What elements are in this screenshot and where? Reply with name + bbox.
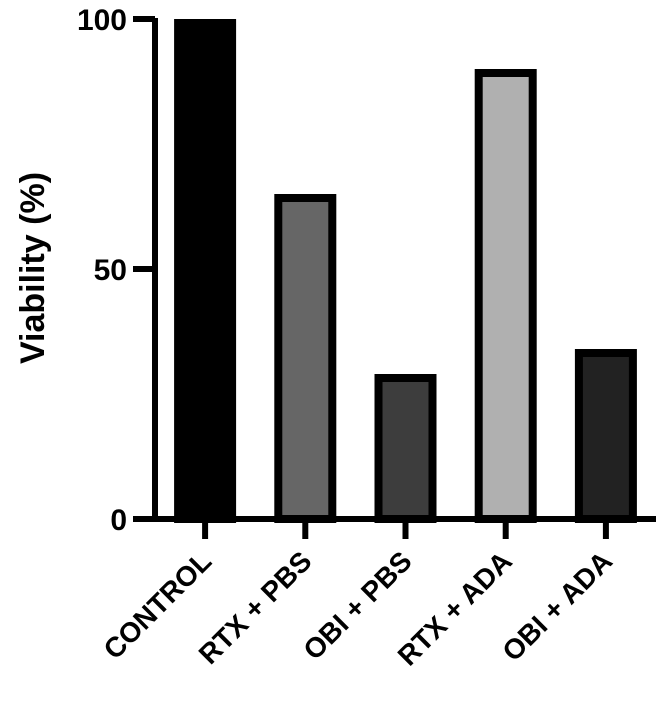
x-tick-label: OBI + ADA [496,545,618,667]
bar [474,69,537,523]
bar [374,374,437,523]
bar [574,349,637,523]
bar [174,19,237,523]
y-axis: 0 50 100 [77,4,158,537]
y-axis-label: Viability (%) [14,172,52,364]
bar [274,194,337,523]
y-tick-label: 0 [110,504,127,537]
y-tick-label: 100 [77,4,127,37]
y-tick-label: 50 [94,254,127,287]
bars [174,19,637,523]
